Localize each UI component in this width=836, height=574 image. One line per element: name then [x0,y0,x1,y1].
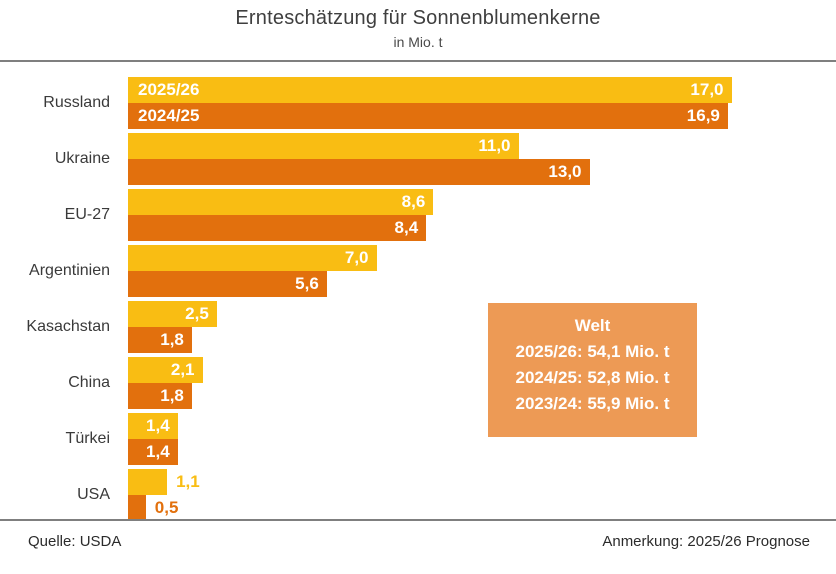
category-label-eu-27: EU-27 [64,206,110,223]
series-label-2025-26: 2025/26 [138,80,200,99]
world-box-line-2023-24: 2023/24: 55,9 Mio. t [515,394,670,413]
chart-row-usa: USA 1,1 0,5 [0,469,836,521]
bar-line-2025-26-t-rkei: 1,4 [128,413,178,439]
bar-group-china: 2,1 1,8 [128,357,203,409]
world-annotation-box: Welt 2025/26: 54,1 Mio. t 2024/25: 52,8 … [488,303,697,437]
bar-line-2025-26-usa: 1,1 [128,469,200,495]
value-label-2024-25-ukraine: 13,0 [548,162,582,181]
value-label-2024-25-t-rkei: 1,4 [146,442,170,461]
category-label-t-rkei: Türkei [65,430,110,447]
bottom-divider-line [0,519,836,521]
bar-2025-26-usa [128,469,168,495]
bar-line-2024-25-t-rkei: 1,4 [128,439,178,465]
chart-row-eu-27: EU-27 8,6 8,4 [0,189,836,241]
category-label-china: China [68,374,110,391]
bar-line-2025-26-kasachstan: 2,5 [128,301,217,327]
value-label-2024-25-usa: 0,5 [154,498,179,517]
bar-2024-25-usa [128,495,146,521]
chart-row-russland: Russland 2025/26 17,0 2024/25 16,9 [0,77,836,129]
bar-line-2024-25-usa: 0,5 [128,495,200,521]
bar-line-2024-25-kasachstan: 1,8 [128,327,217,353]
chart-row-argentinien: Argentinien 7,0 5,6 [0,245,836,297]
bar-2024-25-ukraine: 13,0 [128,159,590,185]
bar-2025-26-china: 2,1 [128,357,203,383]
top-divider-line [0,60,836,62]
value-label-2025-26-usa: 1,1 [176,472,200,491]
bar-line-2024-25-russland: 2024/25 16,9 [128,103,732,129]
category-label-russland: Russland [43,94,110,111]
bar-group-eu-27: 8,6 8,4 [128,189,434,241]
world-box-title: Welt [574,316,611,335]
chart-row-china: China 2,1 1,8 [0,357,836,409]
bar-group-t-rkei: 1,4 1,4 [128,413,178,465]
chart-subtitle: in Mio. t [393,34,443,50]
source-note: Quelle: USDA [28,533,122,550]
bar-line-2024-25-eu-27: 8,4 [128,215,433,241]
world-box-line-2024-25: 2024/25: 52,8 Mio. t [515,368,670,387]
category-label-ukraine: Ukraine [54,150,110,167]
bar-group-argentinien: 7,0 5,6 [128,245,377,297]
bar-chart: Russland 2025/26 17,0 2024/25 16,9 Ukraine 11,… [0,77,836,525]
bar-2025-26-argentinien: 7,0 [128,245,377,271]
bar-2025-26-eu-27: 8,6 [128,189,434,215]
chart-row-t-rkei: Türkei 1,4 1,4 [0,413,836,465]
bar-2025-26-kasachstan: 2,5 [128,301,217,327]
bar-group-usa: 1,1 0,5 [128,469,200,521]
bar-2025-26-t-rkei: 1,4 [128,413,178,439]
bar-line-2024-25-china: 1,8 [128,383,203,409]
bar-line-2025-26-eu-27: 8,6 [128,189,434,215]
bar-2025-26-ukraine: 11,0 [128,133,519,159]
bar-line-2025-26-ukraine: 11,0 [128,133,590,159]
bar-2025-26-russland: 2025/26 17,0 [128,77,732,103]
value-label-2024-25-argentinien: 5,6 [295,274,319,293]
bar-line-2025-26-russland: 2025/26 17,0 [128,77,732,103]
category-label-usa: USA [77,486,110,503]
bar-group-ukraine: 11,0 13,0 [128,133,590,185]
value-label-2025-26-russland: 17,0 [690,80,724,99]
footer: Quelle: USDA Anmerkung: 2025/26 Prognose [28,533,810,550]
bar-2024-25-argentinien: 5,6 [128,271,327,297]
category-label-argentinien: Argentinien [29,262,110,279]
value-label-2025-26-china: 2,1 [170,360,195,379]
value-label-2025-26-kasachstan: 2,5 [185,304,209,323]
bar-2024-25-russland: 2024/25 16,9 [128,103,728,129]
bar-line-2025-26-argentinien: 7,0 [128,245,377,271]
world-box-line-2025-26: 2025/26: 54,1 Mio. t [515,342,670,361]
series-label-2024-25: 2024/25 [138,106,200,125]
chart-title: Ernteschätzung für Sonnenblumenkerne [235,7,601,29]
chart-row-ukraine: Ukraine 11,0 13,0 [0,133,836,185]
value-label-2025-26-t-rkei: 1,4 [146,416,170,435]
bar-2024-25-china: 1,8 [128,383,192,409]
value-label-2024-25-china: 1,8 [160,386,184,405]
bar-line-2024-25-argentinien: 5,6 [128,271,377,297]
bar-line-2025-26-china: 2,1 [128,357,203,383]
bar-2024-25-kasachstan: 1,8 [128,327,192,353]
category-label-kasachstan: Kasachstan [26,318,110,335]
bar-group-kasachstan: 2,5 1,8 [128,301,217,353]
value-label-2024-25-kasachstan: 1,8 [160,330,184,349]
value-label-2025-26-ukraine: 11,0 [478,136,511,155]
value-label-2024-25-eu-27: 8,4 [394,218,419,237]
chart-row-kasachstan: Kasachstan 2,5 1,8 [0,301,836,353]
bar-group-russland: 2025/26 17,0 2024/25 16,9 [128,77,732,129]
value-label-2024-25-russland: 16,9 [686,106,720,125]
forecast-note: Anmerkung: 2025/26 Prognose [602,533,810,550]
bar-2024-25-t-rkei: 1,4 [128,439,178,465]
bar-2024-25-eu-27: 8,4 [128,215,427,241]
value-label-2025-26-eu-27: 8,6 [401,192,426,211]
value-label-2025-26-argentinien: 7,0 [344,248,369,267]
bar-line-2024-25-ukraine: 13,0 [128,159,590,185]
